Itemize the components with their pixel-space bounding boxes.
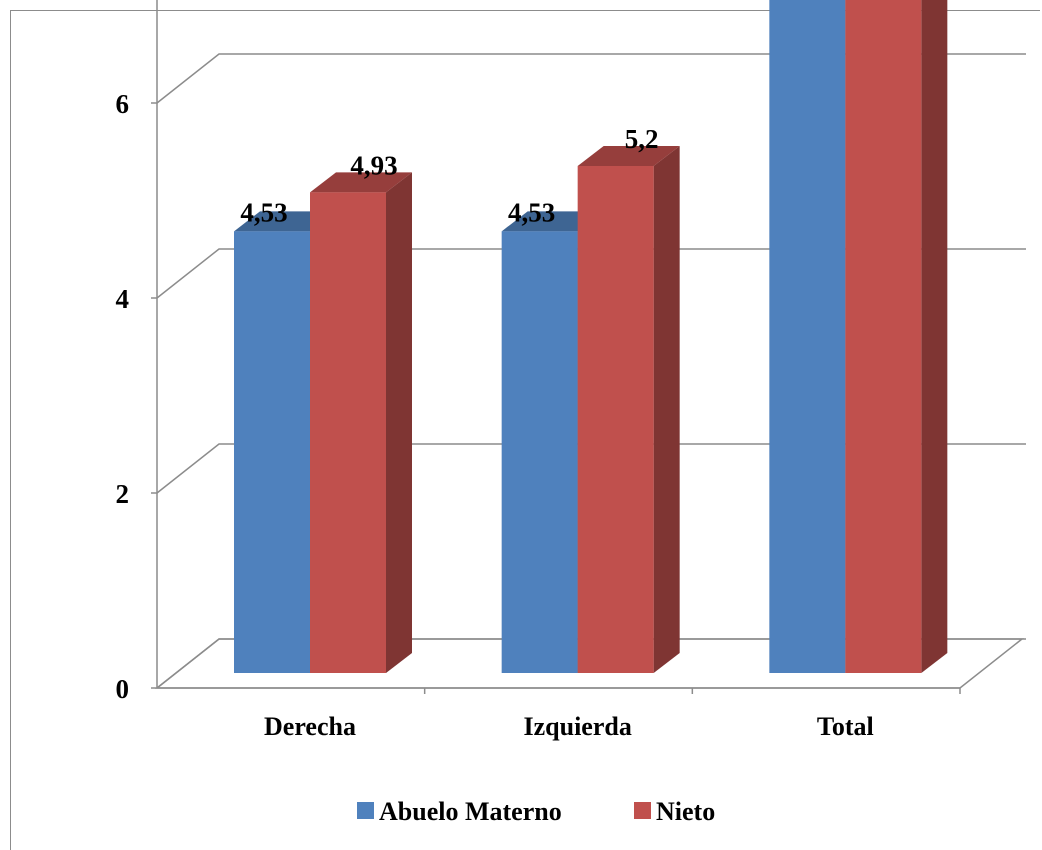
- legend-label: Nieto: [656, 797, 715, 826]
- bar-side: [653, 146, 680, 673]
- x-tick-label: Izquierda: [523, 712, 631, 741]
- data-labels: 4,534,934,535,29,4610,13: [240, 124, 659, 227]
- y-tick-label: 0: [116, 674, 130, 704]
- bar-side: [386, 172, 412, 673]
- bars: [234, 0, 948, 673]
- x-tick-label: Derecha: [264, 712, 356, 741]
- bar: [234, 231, 310, 673]
- x-tick-label: Total: [817, 712, 874, 741]
- bar-top: [577, 146, 680, 166]
- gridline: [156, 248, 1026, 299]
- chart-frame: [10, 10, 1040, 850]
- bar: [769, 0, 846, 673]
- gridline: [156, 443, 1026, 494]
- x-axis-tick-labels: Derecha Izquierda Total: [264, 712, 874, 741]
- y-axis-tick-labels: 024681012: [116, 89, 130, 704]
- y-tick-label: 6: [116, 89, 130, 119]
- bar: [501, 231, 578, 673]
- legend-swatch: [634, 802, 651, 819]
- y-tick-label: 2: [116, 479, 130, 509]
- y-tick-label: 4: [116, 284, 130, 314]
- legend-swatch: [357, 802, 374, 819]
- data-label: 4,53: [240, 197, 287, 227]
- bar-top: [310, 172, 412, 193]
- legend-label: Abuelo Materno: [379, 797, 562, 826]
- bar: [845, 0, 922, 673]
- data-label: 4,93: [350, 150, 397, 180]
- gridlines: [156, 53, 1026, 689]
- data-label: 5,2: [625, 124, 659, 154]
- gridline: [156, 53, 1026, 104]
- bar: [310, 192, 386, 673]
- data-label: 4,53: [508, 197, 555, 227]
- gridline: [156, 638, 1026, 689]
- axes: [151, 0, 961, 694]
- bar-side: [921, 0, 948, 673]
- legend: Abuelo Materno Nieto: [357, 797, 715, 826]
- bar: [577, 166, 654, 673]
